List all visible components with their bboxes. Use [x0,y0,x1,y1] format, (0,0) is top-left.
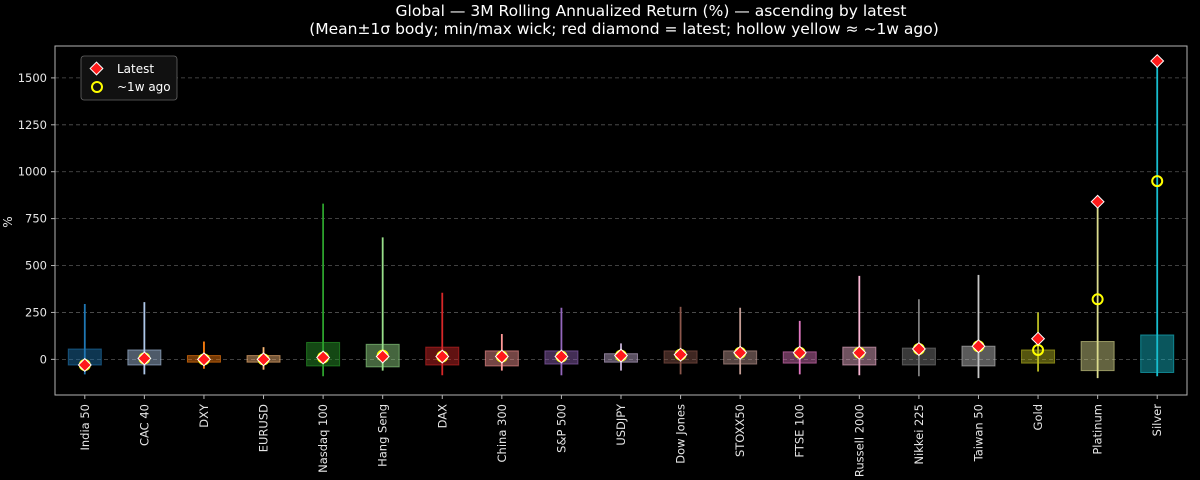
series-group [186,341,221,369]
week-ago-marker [1091,293,1104,306]
x-tick-label: S&P 500 [554,404,568,453]
grid-lines [55,77,1187,360]
latest-marker [971,339,986,354]
series-group [544,307,579,376]
series-group [782,320,817,375]
series-group [365,237,400,371]
y-axis-label: % [1,216,15,227]
y-axis: 0 250 500 750 1000 1250 1500 [18,71,55,366]
mean-sigma-body [1080,341,1115,372]
mean-sigma-body [1140,334,1175,373]
series-group [127,302,162,375]
y-tick-label: 0 [40,352,47,366]
x-tick-label: China 300 [495,404,509,462]
chart-subtitle: (Mean±1σ body; min/max wick; red diamond… [309,20,939,38]
latest-marker [613,348,629,363]
series-group [663,306,698,375]
latest-marker [196,352,212,367]
series-group [306,203,341,377]
latest-marker [1030,331,1046,346]
latest-marker [792,345,807,360]
y-tick-label: 500 [25,259,47,273]
chart-marks [67,53,1175,379]
latest-marker [1150,53,1165,69]
latest-marker [137,351,152,366]
series-group [484,334,519,371]
legend-latest-diamond-icon [89,61,104,76]
chart-title: Global — 3M Rolling Annualized Return (%… [396,2,907,20]
series-group [604,343,638,371]
x-tick-label: FTSE 100 [793,404,807,458]
legend: Latest ~1w ago [80,55,178,101]
latest-marker [494,349,509,364]
x-tick-label: Hang Seng [376,404,390,467]
x-axis: India 50 CAC 40 DXY EURUSD Nasdaq 100 Hang Se… [78,395,1164,477]
series-group [67,303,102,375]
x-tick-label: CAC 40 [137,404,151,446]
latest-marker [256,352,271,367]
x-tick-label: DAX [435,404,449,429]
series-group [723,307,758,375]
x-tick-label: USDJPY [614,403,628,446]
legend-week-ago-circle-icon [91,81,103,93]
x-tick-label: EURUSD [257,404,271,452]
y-tick-label: 1500 [18,71,47,85]
x-tick-label: DXY [197,403,211,428]
x-tick-label: India 50 [78,404,92,451]
week-ago-marker [1151,175,1164,188]
x-tick-label: Nikkei 225 [912,404,926,465]
latest-marker [435,349,450,364]
latest-marker [911,341,926,357]
legend-latest-label: Latest [117,62,154,76]
x-tick-label: Platinum [1091,404,1105,455]
latest-marker [375,349,390,364]
series-group [425,292,460,376]
series-group [1080,194,1115,379]
y-tick-label: 1000 [18,165,47,179]
x-tick-label: Nasdaq 100 [316,404,330,473]
y-tick-label: 1250 [18,118,47,132]
series-group [901,299,936,377]
x-tick-label: Russell 2000 [852,404,866,477]
series-group [1021,312,1056,372]
plot-frame [54,45,1188,396]
latest-marker [1090,194,1105,209]
latest-marker [733,345,748,360]
series-group [246,347,281,370]
x-tick-label: STOXX50 [733,404,747,457]
latest-marker [852,345,867,360]
y-tick-label: 250 [25,305,47,319]
latest-marker [77,357,92,373]
latest-marker [673,347,688,362]
y-tick-label: 750 [25,212,47,226]
legend-week-ago-label: ~1w ago [117,80,171,94]
series-group [842,275,877,376]
series-group [1140,53,1175,377]
x-tick-label: Gold [1031,404,1045,430]
latest-marker [316,350,331,365]
x-tick-label: Taiwan 50 [971,404,985,462]
latest-marker [554,349,569,364]
x-tick-label: Dow Jones [674,404,688,464]
mean-sigma-body [1021,349,1056,364]
legend-box [80,55,178,101]
x-tick-label: Silver [1150,404,1164,437]
series-group [961,274,996,379]
